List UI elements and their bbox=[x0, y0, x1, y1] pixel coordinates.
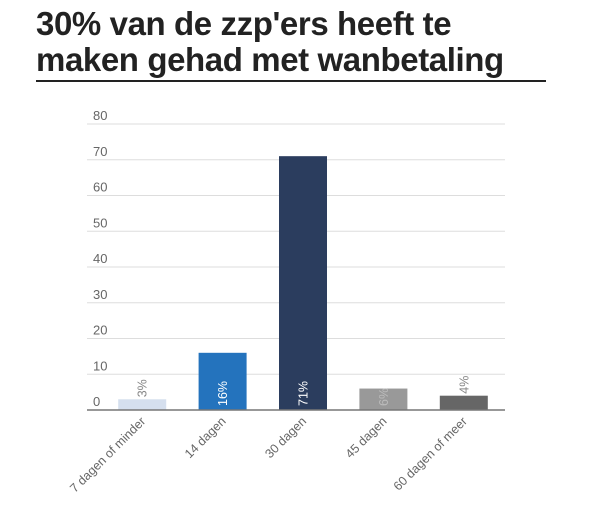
y-tick-label: 50 bbox=[93, 215, 107, 230]
chart-title: 30% van de zzp'ers heeft te maken gehad … bbox=[36, 5, 504, 78]
category-labels: 7 dagen of minder 14 dagen 30 dagen 45 dage… bbox=[67, 414, 470, 495]
y-tick-label: 20 bbox=[93, 323, 107, 338]
x-category-label: 7 dagen of minder bbox=[67, 414, 148, 495]
bar bbox=[118, 399, 167, 410]
x-category-label: 14 dagen bbox=[182, 414, 229, 461]
bar bbox=[198, 352, 247, 410]
data-label: 4% bbox=[457, 376, 471, 394]
bar bbox=[359, 388, 408, 410]
y-axis-ticks: 0 10 20 30 40 50 60 70 80 bbox=[93, 108, 107, 409]
data-labels: 3% 16% 71% 6% 4% bbox=[136, 376, 472, 406]
x-category-label: 30 dagen bbox=[262, 414, 309, 461]
data-label: 6% bbox=[377, 388, 391, 406]
x-category-label: 45 dagen bbox=[343, 414, 390, 461]
data-label: 71% bbox=[297, 381, 311, 406]
title-underline bbox=[36, 80, 546, 82]
x-category-label: 60 dagen of meer bbox=[391, 414, 470, 493]
y-tick-label: 70 bbox=[93, 144, 107, 159]
data-label: 3% bbox=[136, 379, 150, 397]
y-tick-label: 60 bbox=[93, 180, 107, 195]
y-tick-label: 80 bbox=[93, 108, 107, 123]
y-tick-label: 0 bbox=[93, 394, 100, 409]
bars bbox=[118, 156, 488, 410]
y-tick-label: 40 bbox=[93, 251, 107, 266]
data-label: 16% bbox=[216, 381, 230, 406]
y-tick-label: 10 bbox=[93, 358, 107, 373]
y-tick-label: 30 bbox=[93, 287, 107, 302]
bar bbox=[279, 156, 327, 410]
bar bbox=[439, 395, 488, 410]
